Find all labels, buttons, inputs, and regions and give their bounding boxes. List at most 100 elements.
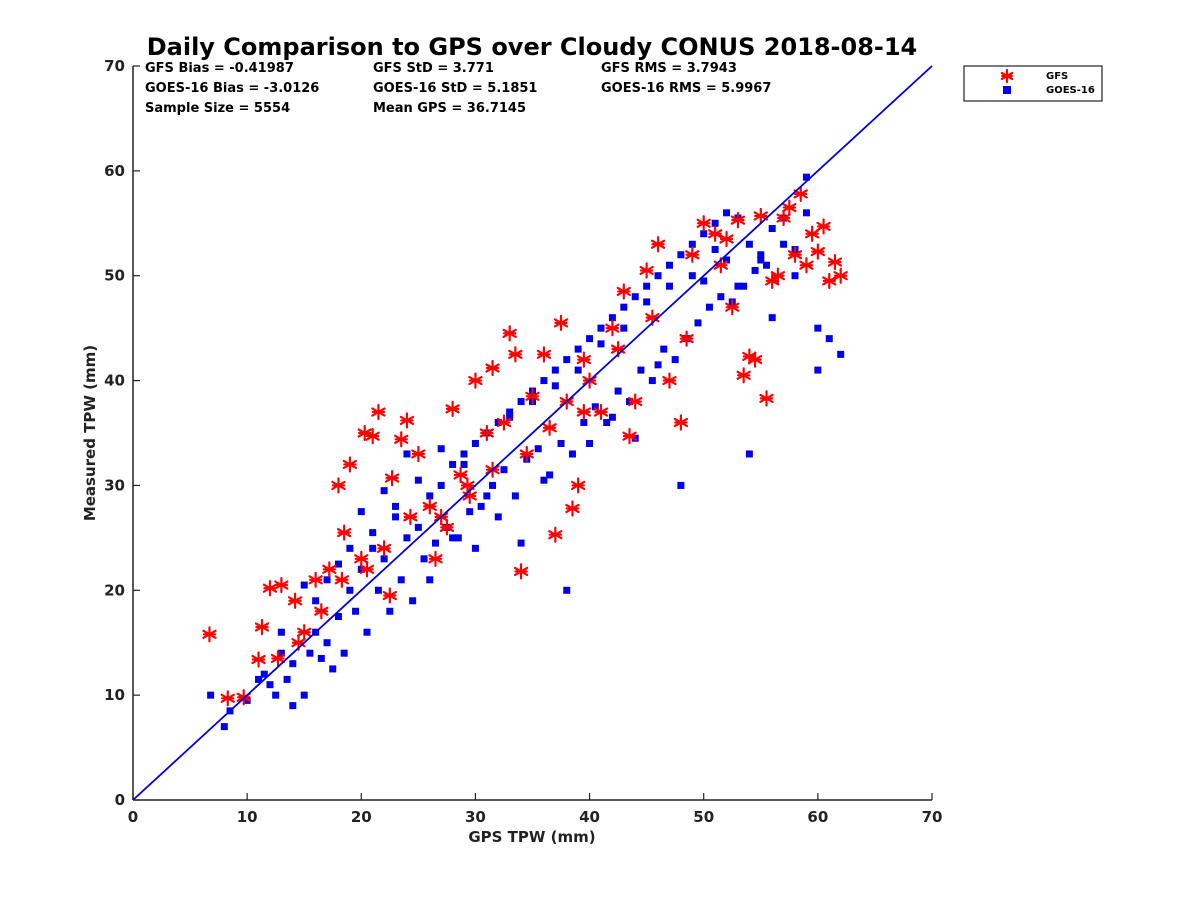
goes-16-point bbox=[688, 240, 696, 248]
goes-16-point bbox=[409, 597, 417, 605]
goes-16-point bbox=[694, 319, 702, 327]
goes-16-point bbox=[723, 209, 731, 217]
goes-16-point bbox=[574, 345, 582, 353]
gfs-point bbox=[468, 372, 483, 389]
goes-16-point bbox=[660, 345, 668, 353]
gfs-point bbox=[782, 199, 797, 216]
goes-16-point bbox=[220, 723, 228, 731]
gfs-point bbox=[359, 561, 375, 578]
y-tick-label: 30 bbox=[104, 476, 125, 494]
stat-goes-rms: GOES-16 RMS = 5.9967 bbox=[601, 81, 771, 96]
goes-16-point bbox=[397, 576, 405, 584]
gfs-point bbox=[616, 283, 631, 300]
goes-16-point bbox=[477, 502, 485, 510]
goes-16-point bbox=[346, 586, 354, 594]
stat-gfs-rms: GFS RMS = 3.7943 bbox=[601, 61, 737, 76]
x-tick-label: 20 bbox=[351, 808, 372, 826]
goes-16-point bbox=[825, 335, 833, 343]
gfs-point bbox=[593, 403, 609, 421]
gfs-point bbox=[274, 576, 289, 594]
gfs-point bbox=[251, 651, 266, 668]
goes-16-point bbox=[654, 361, 662, 369]
gfs-point bbox=[365, 428, 380, 445]
gfs-point bbox=[411, 445, 426, 463]
goes-16-point bbox=[511, 492, 519, 500]
goes-16-point bbox=[665, 261, 673, 269]
goes-16-point bbox=[471, 439, 479, 447]
gfs-point bbox=[384, 469, 400, 487]
gfs-point bbox=[485, 359, 500, 377]
goes-16-point bbox=[289, 702, 297, 710]
x-axis-label: GPS TPW (mm) bbox=[468, 828, 595, 846]
goes-16-point bbox=[597, 340, 605, 348]
gfs-point bbox=[553, 314, 569, 331]
goes-16-point bbox=[380, 555, 388, 563]
legend-gfs-marker bbox=[1000, 68, 1014, 84]
goes-16-point bbox=[534, 445, 542, 453]
goes-16-point bbox=[745, 240, 753, 248]
goes-16-point bbox=[574, 366, 582, 374]
y-tick-label: 50 bbox=[104, 267, 125, 285]
goes-16-point bbox=[654, 272, 662, 280]
goes-16-point bbox=[272, 691, 280, 699]
goes-16-point bbox=[637, 366, 645, 374]
goes-16-point bbox=[591, 403, 599, 411]
goes-16-point bbox=[266, 681, 274, 689]
goes-16-point bbox=[563, 356, 571, 364]
goes-16-point bbox=[677, 251, 685, 259]
gfs-point bbox=[371, 403, 386, 421]
reference-line bbox=[132, 65, 933, 801]
goes-16-point bbox=[603, 419, 611, 427]
gfs-point bbox=[548, 526, 563, 543]
goes-16-point bbox=[260, 670, 268, 678]
legend-gfs-asterisk bbox=[1000, 68, 1014, 84]
goes-16-point bbox=[334, 613, 342, 620]
gfs-point bbox=[770, 267, 786, 284]
goes-16-point bbox=[717, 293, 725, 301]
goes-16-point bbox=[363, 628, 371, 636]
goes-16-point bbox=[780, 240, 788, 248]
gfs-point bbox=[519, 445, 534, 463]
goes-16-point bbox=[329, 665, 337, 673]
gfs-point bbox=[439, 519, 455, 536]
goes-16-point bbox=[540, 377, 548, 385]
gfs-point bbox=[725, 299, 740, 316]
gfs-point bbox=[508, 346, 523, 363]
x-tick-label: 40 bbox=[579, 808, 600, 826]
x-tick-label: 30 bbox=[465, 808, 486, 826]
goes-16-point bbox=[414, 523, 422, 531]
goes-16-point bbox=[757, 256, 765, 264]
gfs-point bbox=[479, 424, 495, 442]
goes-16-point bbox=[517, 398, 525, 406]
stat-goes-bias: GOES-16 Bias = -3.0126 bbox=[145, 81, 319, 96]
gfs-point bbox=[354, 550, 369, 567]
goes-16-point bbox=[802, 209, 810, 217]
gfs-point bbox=[759, 390, 774, 407]
goes-16-point bbox=[586, 335, 594, 343]
goes-16-point bbox=[471, 544, 479, 552]
goes-16-point bbox=[506, 413, 514, 421]
goes-16-point bbox=[745, 450, 753, 458]
goes-16-point bbox=[705, 303, 713, 311]
goes-16-point bbox=[483, 492, 491, 500]
goes-16-point bbox=[454, 534, 462, 542]
gfs-point bbox=[622, 428, 637, 445]
gfs-point bbox=[394, 431, 409, 448]
goes-16-point bbox=[711, 246, 719, 253]
goes-16-point bbox=[546, 471, 554, 479]
goes-16-point bbox=[346, 544, 354, 552]
gfs-point bbox=[382, 587, 397, 604]
gfs-point bbox=[565, 500, 580, 517]
goes-16-point bbox=[557, 439, 565, 447]
goes-16-point bbox=[802, 173, 810, 181]
legend-box bbox=[963, 65, 1103, 102]
goes-16-point bbox=[277, 649, 285, 657]
y-tick-label: 60 bbox=[104, 162, 125, 180]
gfs-point bbox=[576, 351, 592, 368]
goes-16-point bbox=[671, 356, 679, 364]
gfs-point bbox=[308, 571, 323, 588]
goes-16-point bbox=[791, 272, 799, 280]
goes-16-point bbox=[608, 413, 616, 421]
goes-16-point bbox=[489, 481, 497, 489]
